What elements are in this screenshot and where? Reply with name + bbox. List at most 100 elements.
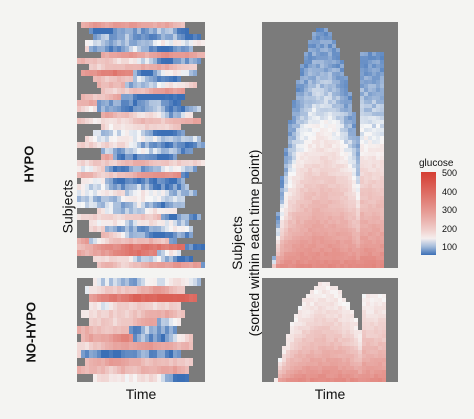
heatmap-cell xyxy=(296,196,300,200)
heatmap-cell xyxy=(348,176,352,180)
heatmap-cell xyxy=(316,104,320,108)
heatmap-cell xyxy=(300,220,304,224)
heatmap-cell xyxy=(316,96,320,100)
heatmap-cell xyxy=(376,240,380,244)
heatmap-cell xyxy=(89,366,93,374)
heatmap-cell xyxy=(288,256,292,260)
heatmap-cell xyxy=(330,298,334,302)
heatmap-cell xyxy=(312,100,316,104)
heatmap-cell xyxy=(189,142,193,148)
heatmap-cell xyxy=(145,190,149,196)
heatmap-cell xyxy=(93,130,97,136)
heatmap-cell xyxy=(356,228,360,232)
heatmap-cell xyxy=(296,116,300,120)
heatmap-cell xyxy=(133,374,137,382)
heatmap-cell xyxy=(360,192,364,196)
heatmap-cell xyxy=(181,160,185,166)
heatmap-cell xyxy=(314,370,318,374)
heatmap-cell xyxy=(93,302,97,310)
heatmap-cell xyxy=(328,244,332,248)
heatmap-cell xyxy=(308,204,312,208)
heatmap-cell xyxy=(109,184,113,190)
heatmap-cell xyxy=(304,248,308,252)
heatmap-cell xyxy=(332,256,336,260)
heatmap-cell xyxy=(352,112,356,116)
heatmap-cell xyxy=(362,358,366,362)
heatmap-cell xyxy=(340,224,344,228)
heatmap-cell xyxy=(324,168,328,172)
heatmap-cell xyxy=(304,124,308,128)
heatmap-cell xyxy=(173,374,177,382)
heatmap-cell xyxy=(177,262,181,268)
heatmap-cell xyxy=(332,216,336,220)
heatmap-cell xyxy=(133,238,137,244)
heatmap-cell xyxy=(85,166,89,172)
heatmap-cell xyxy=(169,184,173,190)
heatmap-cell xyxy=(316,52,320,56)
heatmap-cell xyxy=(121,46,125,52)
heatmap-cell xyxy=(344,100,348,104)
heatmap-cell xyxy=(380,52,384,56)
heatmap-cell xyxy=(364,248,368,252)
heatmap-cell xyxy=(336,208,340,212)
heatmap-cell xyxy=(368,100,372,104)
heatmap-cell xyxy=(197,58,201,64)
heatmap-cell xyxy=(193,142,197,148)
heatmap-cell xyxy=(376,140,380,144)
heatmap-cell xyxy=(324,124,328,128)
heatmap-cell xyxy=(344,204,348,208)
heatmap-cell xyxy=(320,44,324,48)
heatmap-cell xyxy=(344,164,348,168)
heatmap-cell xyxy=(129,256,133,262)
heatmap-cell xyxy=(173,208,177,214)
heatmap-cell xyxy=(93,350,97,358)
heatmap-cell xyxy=(360,244,364,248)
heatmap-cell xyxy=(296,148,300,152)
heatmap-cell xyxy=(280,224,284,228)
heatmap-cell xyxy=(149,94,153,100)
heatmap-cell xyxy=(348,196,352,200)
heatmap-cell xyxy=(328,164,332,168)
heatmap-cell xyxy=(105,342,109,350)
heatmap-cell xyxy=(177,214,181,220)
heatmap-cell xyxy=(145,28,149,34)
heatmap-cell xyxy=(304,188,308,192)
heatmap-cell xyxy=(161,142,165,148)
heatmap-cell xyxy=(296,236,300,240)
heatmap-cell xyxy=(378,374,382,378)
heatmap-cell xyxy=(336,92,340,96)
heatmap-cell xyxy=(336,240,340,244)
heatmap-cell xyxy=(296,160,300,164)
heatmap-cell xyxy=(340,180,344,184)
heatmap-cell xyxy=(324,56,328,60)
heatmap-cell xyxy=(177,226,181,232)
heatmap-cell xyxy=(89,294,93,302)
heatmap-cell xyxy=(173,142,177,148)
heatmap-cell xyxy=(129,350,133,358)
heatmap-cell xyxy=(189,294,193,302)
heatmap-cell xyxy=(324,204,328,208)
heatmap-cell xyxy=(326,310,330,314)
heatmap-cell xyxy=(113,142,117,148)
heatmap-cell xyxy=(181,130,185,136)
heatmap-cell xyxy=(284,212,288,216)
heatmap-cell xyxy=(93,190,97,196)
heatmap-cell xyxy=(350,330,354,334)
heatmap-cell xyxy=(117,172,121,178)
heatmap-cell xyxy=(300,124,304,128)
heatmap-cell xyxy=(109,232,113,238)
heatmap-cell xyxy=(109,342,113,350)
heatmap-cell xyxy=(89,136,93,142)
heatmap-cell xyxy=(320,184,324,188)
heatmap-cell xyxy=(280,232,284,236)
heatmap-cell xyxy=(348,172,352,176)
heatmap-cell xyxy=(312,148,316,152)
heatmap-cell xyxy=(336,68,340,72)
heatmap-cell xyxy=(366,318,370,322)
heatmap-cell xyxy=(360,196,364,200)
heatmap-cell xyxy=(358,370,362,374)
heatmap-cell xyxy=(366,374,370,378)
heatmap-cell xyxy=(322,366,326,370)
heatmap-cell xyxy=(292,108,296,112)
heatmap-cell xyxy=(302,370,306,374)
